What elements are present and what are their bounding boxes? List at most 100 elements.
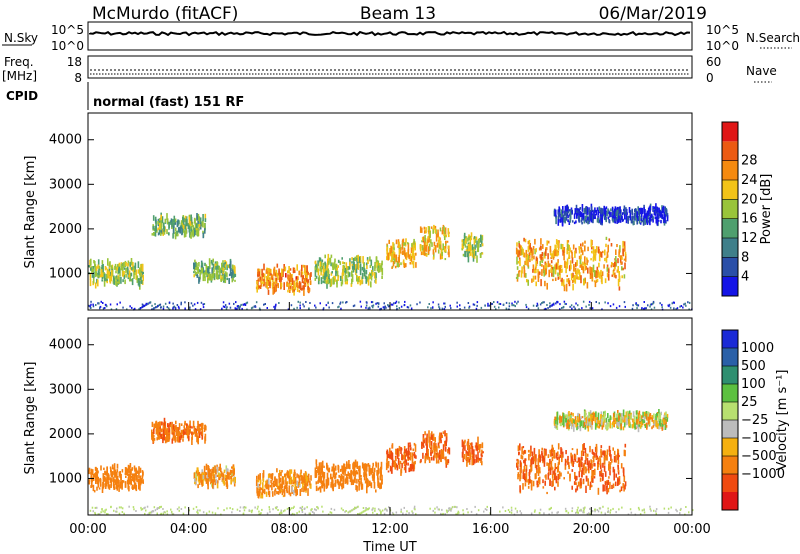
echo-cell (597, 457, 600, 462)
echo-cell (578, 246, 581, 254)
echo-cell (463, 440, 466, 445)
echo-cell (219, 270, 221, 276)
echo-cell (659, 419, 662, 427)
echo-cell (133, 465, 136, 470)
echo-cell (320, 477, 323, 485)
echo-cell (391, 246, 393, 252)
echo-cell (578, 208, 580, 214)
echo-cell (517, 459, 519, 464)
echo-cell (91, 469, 94, 474)
echo-cell (154, 230, 157, 237)
echo-cell (263, 273, 266, 281)
echo-cell (565, 283, 568, 292)
echo-cell (528, 243, 531, 250)
echo-cell (231, 276, 234, 281)
echo-cell (611, 274, 614, 277)
echo-cell (262, 478, 265, 483)
echo-cell (346, 473, 348, 480)
echo-cell (429, 243, 431, 250)
echo-cell (332, 463, 335, 472)
echo-cell (190, 226, 193, 232)
echo-cell (299, 506, 301, 509)
echo-cell (444, 227, 447, 235)
echo-cell (386, 458, 388, 463)
echo-cell (467, 511, 469, 514)
echo-cell (592, 451, 594, 455)
echo-cell (658, 413, 660, 421)
echo-cell (101, 277, 104, 280)
echo-cell (605, 256, 608, 263)
echo-cell (384, 507, 387, 510)
echo-cell (468, 305, 471, 308)
echo-cell (325, 280, 327, 284)
echo-cell (468, 445, 470, 452)
echo-cell (171, 421, 173, 430)
echo-cell (584, 411, 586, 419)
echo-cell (319, 486, 322, 493)
echo-cell (176, 304, 179, 306)
echo-cell (455, 513, 457, 516)
echo-cell (92, 484, 95, 492)
echo-cell (236, 508, 239, 511)
echo-cell (609, 305, 612, 308)
echo-cell (543, 301, 545, 304)
echo-cell (601, 308, 603, 311)
echo-cell (481, 240, 483, 245)
echo-cell (598, 302, 600, 305)
echo-cell (443, 308, 446, 311)
echo-cell (326, 276, 328, 284)
echo-cell (541, 259, 544, 263)
echo-cell (365, 276, 367, 284)
echo-cell (437, 249, 440, 254)
echo-cell (555, 216, 557, 225)
echo-cell (127, 268, 129, 275)
echo-cell (574, 420, 576, 425)
echo-cell (342, 272, 345, 275)
echo-cell (602, 424, 604, 428)
echo-cell (124, 279, 126, 285)
echo-cell (649, 505, 651, 508)
echo-cell (467, 237, 469, 242)
echo-cell (319, 261, 322, 267)
echo-cell (158, 421, 161, 428)
echo-cell (182, 429, 185, 436)
echo-cell (473, 459, 476, 464)
echo-cell (193, 229, 196, 237)
echo-cell (594, 508, 597, 511)
echo-cell (216, 466, 219, 473)
echo-cell (611, 458, 613, 463)
echo-cell (389, 465, 392, 472)
echo-cell (232, 477, 235, 480)
echo-cell (575, 488, 577, 493)
echo-cell (508, 305, 511, 308)
echo-cell (276, 491, 278, 495)
echo-cell (510, 506, 513, 509)
echo-cell (135, 484, 138, 492)
echo-cell (523, 465, 526, 472)
echo-cell (587, 216, 589, 221)
echo-cell (234, 266, 236, 274)
echo-cell (208, 474, 210, 482)
echo-cell (201, 425, 203, 432)
echo-cell (297, 300, 299, 303)
echo-cell (157, 221, 159, 225)
echo-cell (163, 231, 166, 235)
echo-cell (170, 218, 173, 225)
echo-cell (643, 211, 646, 218)
echo-cell (100, 269, 103, 277)
echo-cell (196, 435, 198, 442)
echo-cell (437, 459, 440, 464)
echo-cell (130, 272, 133, 277)
echo-cell (603, 450, 605, 457)
echo-cell (337, 276, 339, 281)
echo-cell (267, 289, 270, 295)
echo-cell (327, 258, 329, 267)
echo-cell (355, 271, 357, 276)
echo-cell (178, 509, 180, 512)
echo-cell (136, 470, 139, 474)
echo-cell (567, 455, 569, 461)
echo-cell (679, 305, 681, 308)
echo-cell (656, 213, 659, 222)
echo-cell (571, 507, 574, 510)
freq-left-tick-bottom: 8 (74, 71, 82, 85)
